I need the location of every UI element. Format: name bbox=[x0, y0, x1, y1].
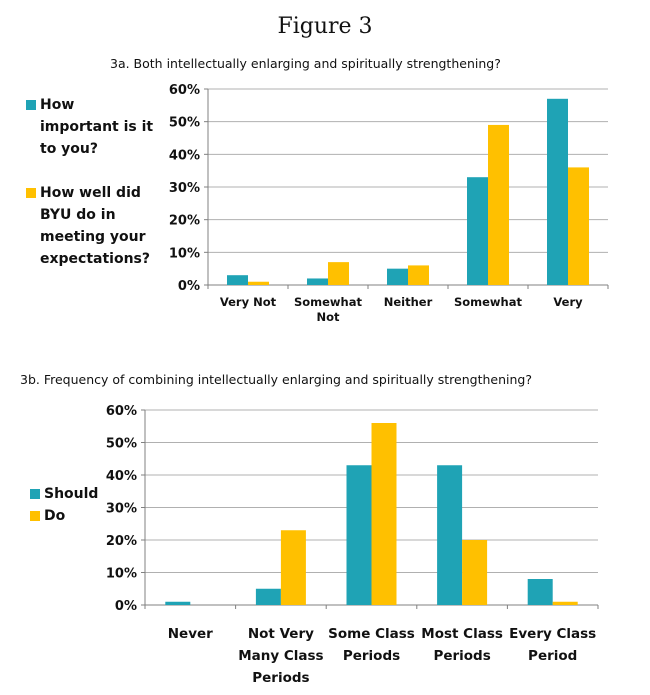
figure-title: Figure 3 bbox=[277, 14, 373, 39]
chart-3a-legend-item: How important is it to you? bbox=[26, 94, 156, 160]
chart-3b-legend-label: Should bbox=[44, 486, 99, 502]
chart-3b-category-label: Most Class Periods bbox=[421, 626, 503, 664]
chart-3a-y-tick-label: 10% bbox=[169, 246, 200, 261]
chart-3b-legend-item: Do bbox=[30, 505, 120, 527]
chart-3b-bar-s2 bbox=[371, 423, 397, 605]
chart-3b-y-tick-label: 60% bbox=[106, 404, 137, 419]
chart-3b-bar-s2 bbox=[280, 530, 306, 605]
chart-3a-legend-label: meeting your bbox=[40, 229, 146, 245]
chart-3b-category-label: Not Very Many Class Periods bbox=[238, 626, 323, 686]
chart-3a-y-tick-label: 60% bbox=[169, 83, 200, 98]
chart-3b-bar-s2 bbox=[462, 540, 488, 605]
chart-3a-legend-swatch bbox=[26, 188, 36, 198]
chart-3a-bar-s2 bbox=[328, 262, 349, 285]
chart-3a-bar-s1 bbox=[547, 98, 568, 285]
chart-3a-y-tick-label: 0% bbox=[178, 279, 200, 294]
chart-3a-legend-label: expectations? bbox=[40, 251, 151, 267]
chart-3a-title: 3a. Both intellectually enlarging and sp… bbox=[110, 56, 501, 71]
chart-3a-y-tick-label: 30% bbox=[169, 181, 200, 196]
chart-3a-bar-s1 bbox=[387, 268, 408, 285]
chart-3b-y-tick-label: 30% bbox=[106, 502, 137, 517]
chart-3a-legend-item: How well did BYU do in meeting your expecta… bbox=[26, 182, 156, 270]
chart-3a-bar-s1 bbox=[467, 177, 488, 285]
chart-3b-category-label: Never bbox=[168, 626, 213, 642]
chart-3a-legend-label: important is it bbox=[40, 119, 154, 135]
chart-3b-legend-label: Do bbox=[44, 508, 66, 524]
chart-3a-legend-swatch bbox=[26, 100, 36, 110]
chart-3b-y-tick-label: 40% bbox=[106, 469, 137, 484]
chart-3a-legend-label: How bbox=[40, 97, 75, 113]
chart-3b-bar-s1 bbox=[255, 588, 281, 605]
chart-3a-bar-s2 bbox=[408, 265, 429, 285]
chart-3b-legend: Should Do bbox=[30, 483, 120, 527]
chart-3a-bar-s1 bbox=[227, 275, 248, 285]
chart-3a-legend-label: BYU do in bbox=[40, 207, 116, 223]
chart-3a-bar-s2 bbox=[488, 124, 509, 285]
chart-3b-y-tick-label: 50% bbox=[106, 437, 137, 452]
chart-3a-bar-s2 bbox=[568, 167, 589, 285]
chart-3b-title: 3b. Frequency of combining intellectuall… bbox=[20, 372, 532, 387]
chart-3b-bar-s1 bbox=[527, 579, 553, 605]
chart-3b-bar-s1 bbox=[437, 465, 463, 605]
chart-3b-y-tick-label: 20% bbox=[106, 534, 137, 549]
chart-3a-y-tick-label: 40% bbox=[169, 148, 200, 163]
chart-3b-y-tick-label: 0% bbox=[115, 599, 137, 614]
chart-3a-category-label: Somewhat bbox=[454, 295, 523, 309]
chart-3a-y-tick-label: 20% bbox=[169, 214, 200, 229]
chart-3b-bar-s1 bbox=[346, 465, 372, 605]
chart-3a-legend-label: How well did bbox=[40, 185, 141, 201]
chart-3a-legend: How important is it to you? How well did BYU… bbox=[26, 94, 156, 270]
chart-3b-y-tick-label: 10% bbox=[106, 567, 137, 582]
chart-3a-y-tick-label: 50% bbox=[169, 116, 200, 131]
chart-3a-legend-label: to you? bbox=[40, 141, 99, 157]
chart-3b-legend-swatch bbox=[30, 489, 40, 499]
chart-3a-category-label: Very Not bbox=[220, 295, 277, 309]
chart-3a-category-label: Neither bbox=[384, 295, 433, 309]
chart-3a-category-label: Somewhat Not bbox=[294, 295, 363, 324]
chart-3b-bar-s1 bbox=[165, 601, 191, 605]
chart-3a-category-label: Very bbox=[553, 295, 583, 309]
chart-3b-category-label: Every Class Period bbox=[509, 626, 596, 664]
chart-3a-bar-s2 bbox=[248, 281, 269, 285]
chart-3a-bar-s1 bbox=[307, 278, 328, 285]
chart-3b-legend-item: Should bbox=[30, 483, 120, 505]
chart-3b-legend-swatch bbox=[30, 511, 40, 521]
chart-3b-bar-s2 bbox=[552, 601, 578, 605]
chart-3b-category-label: Some Class Periods bbox=[328, 626, 415, 664]
